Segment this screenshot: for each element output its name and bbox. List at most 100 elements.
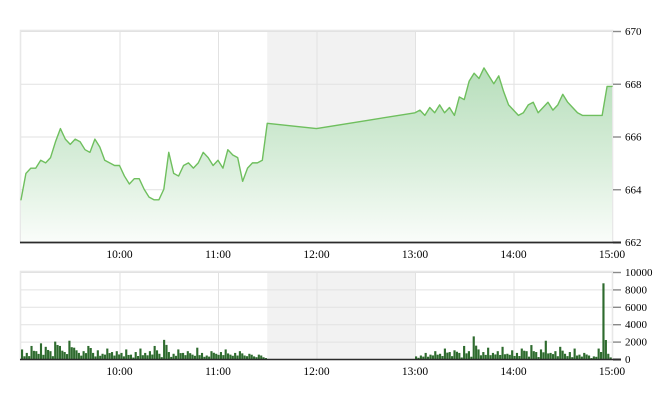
volume-bar [513,355,516,359]
volume-bar [80,355,83,359]
volume-bar [482,352,485,359]
volume-bar [73,347,76,359]
volume-bar [262,357,265,359]
volume-bar [42,354,45,359]
volume-x-tick-label: 14:00 [500,366,526,378]
volume-bar [177,349,180,359]
price-x-tick-label: 12:00 [303,249,329,261]
volume-bar [479,355,483,359]
volume-bar [549,352,552,359]
volume-bar [417,357,420,359]
volume-bar [127,354,130,359]
volume-bar [525,351,528,359]
volume-bar [595,356,598,359]
volume-bar [458,352,461,359]
volume-y-tick-label: 0 [625,354,631,366]
price-y-tick-label: 670 [625,26,642,38]
volume-bar [551,354,555,359]
volume-bar [245,356,249,359]
volume-bars [21,283,612,359]
volume-bar [122,356,125,359]
price-area-fill [21,67,612,242]
volume-bar [205,355,208,359]
volume-x-tick-label: 11:00 [205,366,231,378]
volume-bar [160,357,163,359]
volume-bar [49,351,52,359]
volume-bar [141,355,144,359]
price-line [20,67,613,201]
volume-bar [191,354,194,359]
volume-bar [35,351,38,359]
volume-bar [77,352,80,359]
volume-bar [559,346,562,359]
volume-bar [542,352,545,359]
volume-bar [599,352,603,359]
volume-bar [585,354,588,359]
volume-bar [200,352,204,359]
volume-bar [554,351,557,359]
volume-bar [21,349,24,359]
volume-bar [429,354,432,359]
volume-bar [61,350,64,359]
volume-bar [148,351,151,359]
volume-bar [227,353,230,359]
volume-x-tick-label: 13:00 [402,366,428,378]
volume-bar [182,352,185,359]
volume-bar [422,356,425,359]
volume-bar [556,356,559,359]
volume-bar [189,353,192,359]
volume-y-tick-label: 2000 [625,337,648,349]
volume-bar [146,355,149,359]
volume-bar [165,344,168,359]
price-x-tick-label: 14:00 [500,249,526,261]
volume-bar [503,354,507,359]
volume-bar [250,354,253,359]
volume-bar [113,355,116,359]
volume-bar [115,351,118,359]
volume-bar [75,350,78,359]
volume-bar [602,283,605,359]
volume-bar [506,353,509,359]
volume-bar [132,357,135,359]
volume-bar [125,349,128,359]
volume-bar [537,357,540,359]
volume-bar [547,353,550,359]
volume-bar [544,340,547,359]
volume-bar [580,356,583,359]
volume-bar [460,357,463,359]
volume-bar [56,344,59,359]
volume-bar [58,345,61,359]
price-y-tick-label: 666 [625,132,642,144]
volume-bar [472,336,475,359]
volume-bar [515,352,519,359]
volume-bar [158,353,161,359]
volume-bar [248,353,251,359]
volume-bar [99,355,102,359]
volume-bar [118,354,121,359]
volume-bar [96,350,99,359]
volume-bar [92,352,95,359]
volume-bar [37,353,40,359]
volume-bar [419,355,422,359]
volume-bar [453,350,456,359]
volume-bar [568,352,571,359]
volume-bar [170,356,173,359]
volume-bar [219,352,223,359]
volume-bar [463,345,466,359]
volume-bar [257,354,260,359]
volume-bar [563,353,567,359]
volume-bar [520,348,523,359]
volume-bar [63,352,66,359]
volume-bar [139,348,142,359]
volume-panel: 0 2000 4000 6000 8000 10000 10:00 11:00 12:00 13… [19,267,653,378]
price-y-tick-label: 662 [625,237,642,249]
volume-session-break-shade [267,272,415,359]
volume-bar [110,352,114,359]
volume-bar [607,353,610,359]
volume-bar [234,352,237,359]
volume-bar [134,352,137,359]
volume-bar [443,348,446,359]
volume-bar [215,353,218,359]
volume-x-axis-labels: 10:00 11:00 12:00 13:00 14:00 15:00 [106,366,625,378]
volume-bar [571,357,574,359]
